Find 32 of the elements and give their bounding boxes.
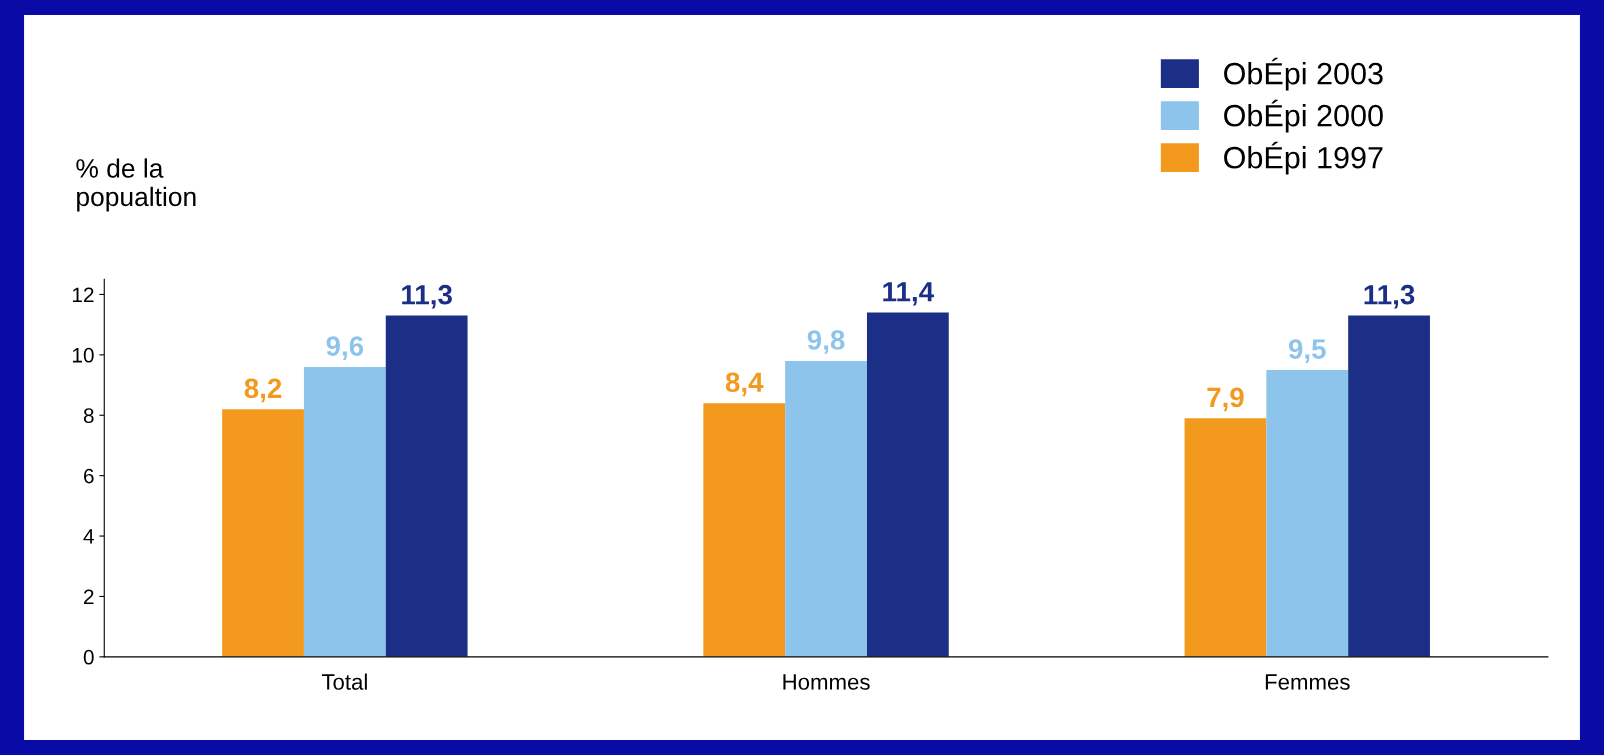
data-label: 9,8 — [807, 330, 845, 354]
y-tick-label: 6 — [84, 468, 94, 484]
data-label: 11,3 — [402, 284, 452, 309]
y-tick-label: 12 — [72, 287, 94, 302]
y-tick-label: 8 — [83, 408, 94, 423]
data-label: 9,6 — [326, 336, 364, 360]
legend-label: ObÉpi 2003 — [1224, 57, 1383, 91]
data-label: 8,2 — [244, 378, 282, 403]
bar — [785, 360, 867, 657]
data-label: 8,4 — [725, 372, 764, 397]
legend-label: ObÉpi 1997 — [1224, 141, 1383, 175]
x-tick-label: Total — [321, 673, 367, 690]
y-axis-title: % de la popualtion — [76, 158, 196, 212]
bar — [866, 312, 949, 657]
y-tick-label: 4 — [83, 529, 94, 544]
y-tick-label: 10 — [72, 347, 94, 363]
legend-label: ObÉpi 2000 — [1224, 99, 1383, 133]
bar — [385, 315, 468, 657]
x-tick-label: Hommes — [783, 674, 870, 690]
y-tick-label: 2 — [84, 589, 94, 604]
y-tick-label: 0 — [83, 649, 94, 665]
bar — [222, 409, 304, 657]
x-tick-label: Femmes — [1265, 674, 1350, 690]
bar — [303, 366, 386, 657]
data-label: 11,3 — [1364, 284, 1415, 309]
data-label: 7,9 — [1207, 387, 1244, 412]
bar — [1348, 315, 1430, 657]
data-label: 9,5 — [1288, 339, 1326, 363]
bar — [1184, 418, 1267, 657]
bar — [1266, 369, 1349, 657]
data-label: 11,4 — [883, 282, 934, 306]
bar — [703, 403, 786, 657]
